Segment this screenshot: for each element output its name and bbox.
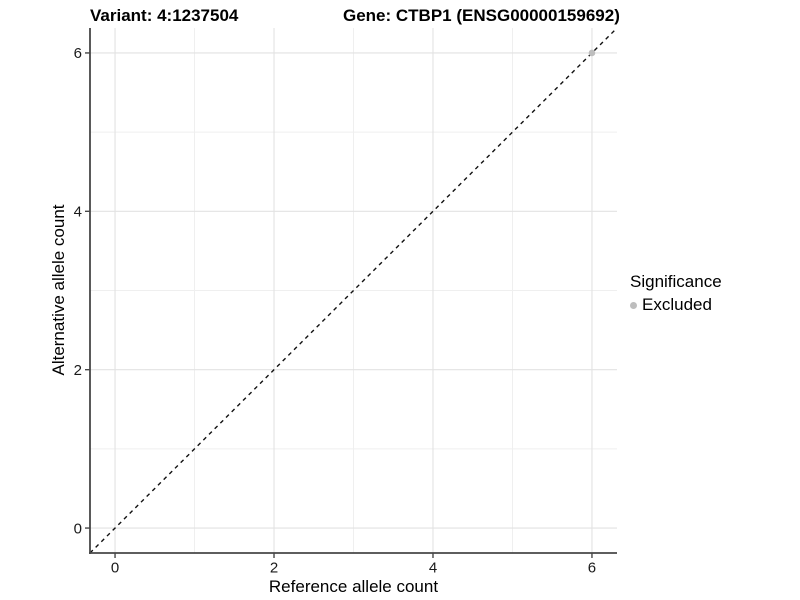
variant-title: Variant: 4:1237504 bbox=[90, 6, 239, 25]
y-tick-label: 6 bbox=[74, 45, 82, 62]
x-tick-label: 0 bbox=[111, 559, 119, 576]
x-tick-label: 4 bbox=[429, 559, 437, 576]
identity-dashed-line bbox=[89, 27, 618, 554]
y-tick-label: 0 bbox=[74, 520, 82, 537]
legend-item-excluded: Excluded bbox=[630, 295, 722, 315]
legend-title: Significance bbox=[630, 272, 722, 291]
x-axis-title: Reference allele count bbox=[268, 577, 439, 596]
x-tick-label: 2 bbox=[270, 559, 278, 576]
excluded-point-icon bbox=[630, 301, 637, 309]
x-tick-label: 6 bbox=[588, 559, 596, 576]
legend-item-label: Excluded bbox=[642, 295, 712, 314]
y-tick-label: 4 bbox=[74, 204, 82, 221]
legend: Significance Excluded bbox=[630, 272, 722, 315]
gene-title: Gene: CTBP1 (ENSG00000159692) bbox=[343, 6, 620, 25]
data-point bbox=[588, 49, 596, 57]
y-axis-title: Alternative allele count bbox=[49, 204, 68, 376]
y-tick-label: 2 bbox=[74, 362, 82, 379]
